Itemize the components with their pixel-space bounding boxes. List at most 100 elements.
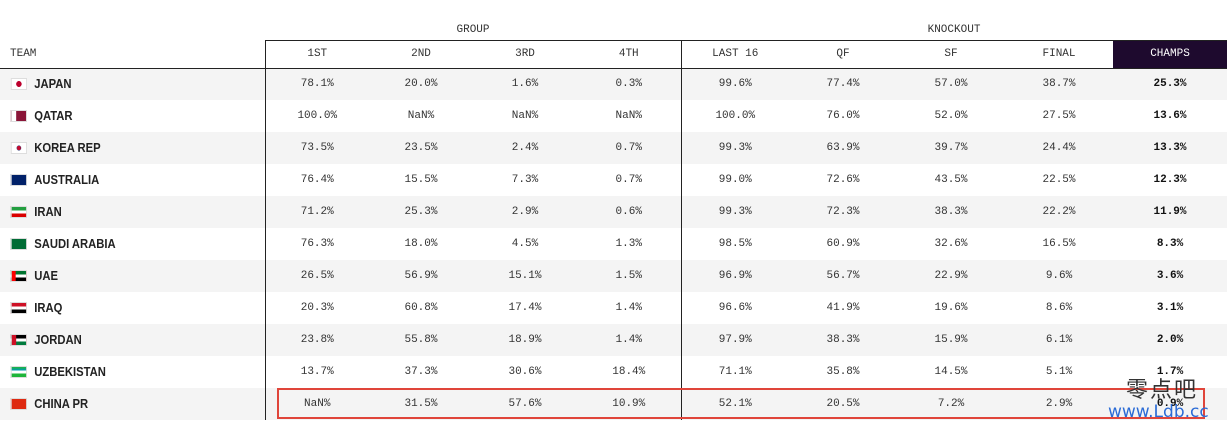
- team-cell: AUSTRALIA: [0, 164, 239, 196]
- value-cell: 0.7%: [615, 174, 642, 186]
- column-header: FINAL: [1005, 39, 1114, 68]
- value-cell: 96.6%: [680, 292, 790, 324]
- column-header: 4TH: [577, 39, 682, 68]
- flag: [10, 398, 27, 410]
- value-cell: 20.3%: [264, 292, 369, 324]
- value-cell: 30.6%: [508, 366, 542, 378]
- value-cell: 2.9%: [1045, 398, 1073, 410]
- value-cell: 16.5%: [1042, 238, 1076, 250]
- team-cell: QATAR: [0, 100, 239, 132]
- value-cell: 52.0%: [934, 110, 968, 122]
- team-name: JORDAN: [34, 333, 82, 347]
- table-row: JAPAN 78.1% 20.0% 1.6% 0.3% 99.6% 77.4% 57.0% 38…: [0, 68, 1228, 100]
- column-header: 1ST: [264, 39, 369, 68]
- team-name: SAUDI ARABIA: [34, 237, 116, 251]
- watermark: 零点吧: [1126, 378, 1199, 403]
- value-cell: 32.6%: [934, 238, 968, 250]
- value-cell: 98.5%: [680, 228, 790, 260]
- value-cell: 0.6%: [615, 206, 642, 218]
- flag: [10, 270, 27, 282]
- group-header: GROUP: [456, 23, 490, 36]
- value-cell: 6.1%: [1045, 334, 1073, 346]
- value-cell: 35.8%: [826, 366, 860, 378]
- value-cell: 57.0%: [934, 78, 968, 91]
- table-row: SAUDI ARABIA 76.3% 18.0% 4.5% 1.3% 98.5% 60.9%…: [0, 228, 1227, 260]
- flag: [10, 366, 27, 378]
- value-cell: 1.4%: [615, 334, 642, 346]
- column-header: 2ND: [369, 39, 473, 68]
- value-cell: 23.8%: [264, 324, 369, 356]
- value-cell: 60.8%: [404, 302, 438, 314]
- value-cell: 38.3%: [826, 334, 860, 346]
- value-cell: 38.7%: [1042, 78, 1076, 91]
- table-row: AUSTRALIA 76.4% 15.5% 7.3% 0.7% 99.0% 72.6% 43.…: [0, 164, 1227, 196]
- value-cell: 78.1%: [264, 68, 369, 100]
- team-cell: KOREA REP: [0, 132, 239, 164]
- team-name: IRAQ: [34, 301, 63, 315]
- value-cell: 1.3%: [615, 238, 642, 250]
- value-cell: 22.5%: [1042, 174, 1076, 186]
- column-header: 3RD: [473, 39, 577, 68]
- table-row: UAE 26.5% 56.9% 15.1% 1.5% 96.9% 56.7% 22.9% 9.6…: [0, 260, 1228, 292]
- value-cell: 20.5%: [826, 398, 860, 410]
- table-row: KOREA REP 73.5% 23.5% 2.4% 0.7% 99.3% 63.9% 39.…: [0, 132, 1228, 164]
- highlight-box: [277, 388, 1205, 419]
- value-cell: 71.1%: [680, 356, 790, 388]
- column-header: LAST 16: [680, 39, 790, 68]
- value-cell: 13.6%: [1153, 110, 1187, 122]
- team-cell: UAE: [0, 260, 239, 292]
- value-cell: 99.3%: [680, 132, 790, 164]
- table-row: JORDAN 23.8% 55.8% 18.9% 1.4% 97.9% 38.3% 15.9%…: [0, 324, 1228, 356]
- team-cell: SAUDI ARABIA: [0, 228, 239, 260]
- value-cell: 17.4%: [508, 302, 542, 314]
- team-cell: CHINA PR: [0, 388, 239, 420]
- flag: [10, 142, 27, 154]
- flag: [10, 110, 27, 122]
- value-cell: 99.3%: [680, 196, 790, 228]
- value-cell: 100.0%: [680, 100, 790, 132]
- value-cell: 2.0%: [1156, 334, 1184, 346]
- value-cell: 1.5%: [615, 270, 642, 282]
- value-cell: 1.6%: [511, 78, 539, 91]
- table-row: IRAN 71.2% 25.3% 2.9% 0.6% 99.3% 72.3% 38.3% 22.…: [0, 196, 1228, 228]
- value-cell: 0.3%: [615, 78, 642, 91]
- team-cell: IRAN: [0, 196, 239, 228]
- value-cell: 56.9%: [404, 270, 438, 282]
- value-cell: 22.2%: [1042, 206, 1076, 218]
- value-cell: 76.4%: [264, 164, 369, 196]
- value-cell: 15.9%: [934, 334, 968, 346]
- value-cell: 41.9%: [826, 302, 860, 314]
- team-cell: UZBEKISTAN: [0, 356, 239, 388]
- value-cell: 7.2%: [937, 398, 965, 410]
- value-cell: 22.9%: [934, 270, 968, 282]
- team-cell: JORDAN: [0, 324, 239, 356]
- value-cell: 14.5%: [934, 366, 968, 378]
- value-cell: 26.5%: [264, 260, 369, 292]
- value-cell: 96.9%: [680, 260, 790, 292]
- value-cell: 71.2%: [264, 196, 369, 228]
- value-cell: 2.4%: [511, 142, 539, 154]
- value-cell: 11.9%: [1153, 206, 1187, 218]
- team-name: IRAN: [34, 205, 62, 219]
- value-cell: 3.6%: [1156, 270, 1184, 282]
- table-row: IRAQ 20.3% 60.8% 17.4% 1.4% 96.6% 41.9% 19.6% 8.…: [0, 292, 1227, 324]
- value-cell: 99.0%: [680, 164, 790, 196]
- value-cell: 100.0%: [264, 100, 369, 132]
- group-header: KNOCKOUT: [927, 23, 981, 36]
- value-cell: NaN%: [615, 110, 642, 122]
- value-cell: 37.3%: [404, 366, 438, 378]
- value-cell: 0.7%: [615, 142, 642, 154]
- value-cell: 1.4%: [615, 302, 642, 314]
- value-cell: 24.4%: [1042, 142, 1076, 154]
- value-cell: 7.3%: [511, 174, 539, 186]
- value-cell: 38.3%: [934, 206, 968, 218]
- flag: [10, 174, 27, 186]
- team-name: QATAR: [34, 109, 73, 123]
- value-cell: NaN%: [511, 110, 539, 122]
- column-header: QF: [789, 39, 898, 68]
- value-cell: 5.1%: [1045, 366, 1073, 378]
- value-cell: 39.7%: [934, 142, 968, 154]
- value-cell: 60.9%: [826, 238, 860, 250]
- value-cell: 8.3%: [1156, 238, 1184, 250]
